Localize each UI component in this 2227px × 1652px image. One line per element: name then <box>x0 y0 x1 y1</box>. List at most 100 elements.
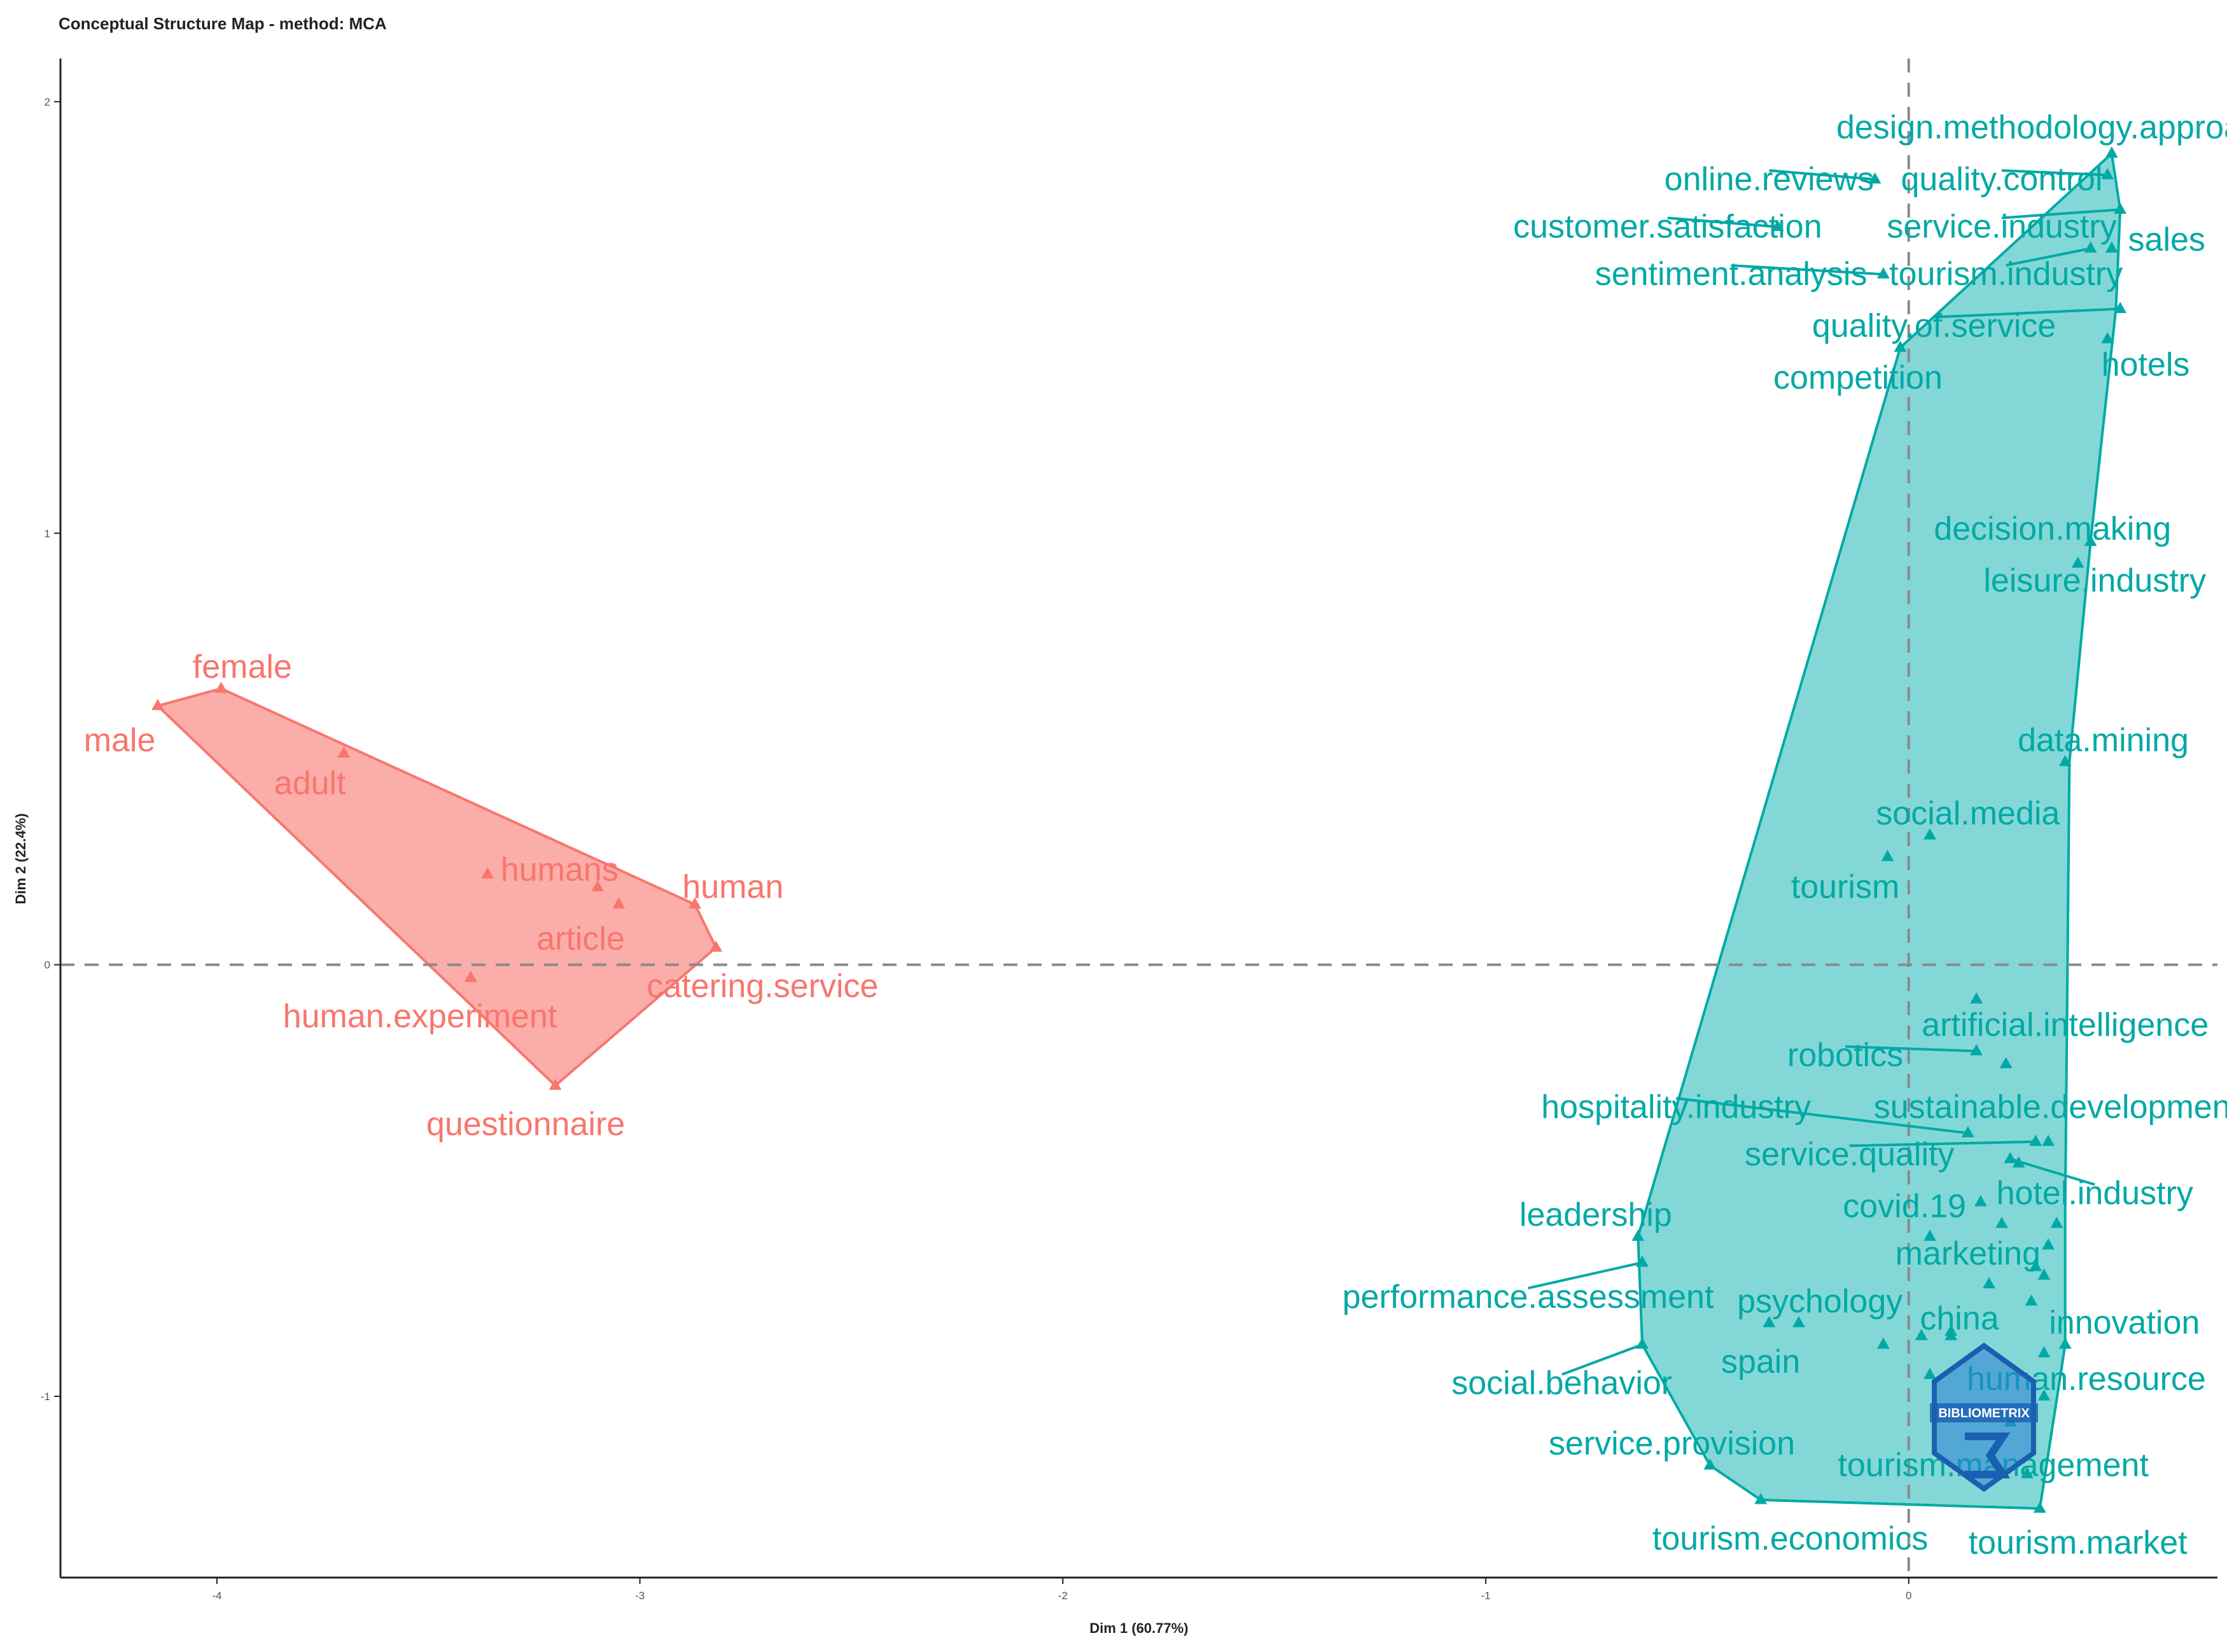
point-marker <box>2084 534 2097 546</box>
point-marker <box>1894 340 1907 352</box>
point-marker <box>1876 267 1890 279</box>
point-marker <box>214 681 228 693</box>
point-label: tourism.industry <box>1889 256 2123 293</box>
y-axis-title: Dim 2 (22.4%) <box>13 813 29 904</box>
point-label: sales <box>2128 221 2205 258</box>
point-marker <box>688 897 701 909</box>
logo-text: BIBLIOMETRIX <box>1938 1406 2030 1420</box>
bibliometrix-logo: BIBLIOMETRIX <box>1930 1342 2038 1492</box>
point-marker <box>2037 1389 2051 1401</box>
x-tick-label: -4 <box>212 1590 221 1602</box>
point-label: china <box>1920 1300 1999 1337</box>
point-label: marketing <box>1895 1235 2041 1272</box>
point-label: spain <box>1721 1343 1800 1380</box>
point-label: competition <box>1773 359 1943 396</box>
x-tick-label: -2 <box>1058 1590 1068 1602</box>
point-label: service.quality <box>1745 1136 1954 1173</box>
point-marker <box>1868 172 1881 184</box>
point-marker <box>337 746 351 758</box>
point-marker <box>2020 1467 2034 1478</box>
point-label: sentiment.analysis <box>1595 256 1867 293</box>
leader-line <box>1561 1343 1643 1376</box>
leader-line <box>1528 1261 1643 1289</box>
cluster-1-hull <box>156 687 718 1087</box>
point-label: article <box>536 920 625 957</box>
leader-line <box>2006 247 2091 267</box>
point-marker <box>1792 1315 1805 1328</box>
point-marker <box>591 880 604 892</box>
point-marker <box>1771 219 1784 232</box>
point-label: leisure.industry <box>1983 562 2206 599</box>
point-marker <box>1763 1315 1776 1328</box>
point-marker <box>1995 1216 2008 1228</box>
point-marker <box>2071 556 2084 568</box>
point-marker <box>464 971 477 982</box>
point-marker <box>1983 1277 1995 1289</box>
point-marker <box>1703 1458 1717 1470</box>
point-label: social.behavior <box>1451 1365 1672 1402</box>
chart-title: Conceptual Structure Map - method: MCA <box>59 14 387 33</box>
point-marker <box>2042 1238 2055 1250</box>
point-label: catering.service <box>646 968 878 1005</box>
point-marker <box>1999 1057 2013 1069</box>
point-marker <box>151 698 164 711</box>
point-marker <box>2105 241 2118 253</box>
point-marker <box>2037 1346 2051 1357</box>
point-label: hospitality.industry <box>1541 1089 1811 1126</box>
point-label: leadership <box>1519 1197 1672 1233</box>
point-label: covid.19 <box>1843 1188 1966 1225</box>
point-marker <box>1970 1044 1983 1055</box>
leader-line <box>2001 169 2108 177</box>
point-marker <box>1754 1492 1768 1504</box>
point-label: decision.making <box>1934 510 2171 547</box>
point-marker <box>2029 1260 2042 1272</box>
point-label: questionnaire <box>426 1106 625 1143</box>
point-labels: female male adult humans article human caterin… <box>84 109 2227 1562</box>
point-label: design.methodology.approach <box>1836 109 2227 146</box>
point-label: robotics <box>1787 1037 1903 1074</box>
point-label: service.industry <box>1887 209 2116 246</box>
y-tick-label: 1 <box>45 527 50 539</box>
cluster-2-hull <box>1637 152 2122 1510</box>
point-label: artificial.intelligence <box>1922 1007 2209 1044</box>
point-marker <box>2050 1216 2063 1228</box>
point-label: female <box>193 649 292 686</box>
x-tick-label: -1 <box>1481 1590 1490 1602</box>
point-marker <box>1881 850 1894 861</box>
point-marker <box>1974 1195 1987 1207</box>
point-marker <box>2058 754 2072 767</box>
leader-line <box>1675 1097 1969 1135</box>
point-label: human.experiment <box>283 998 557 1035</box>
point-marker <box>612 897 625 909</box>
x-tick-label: 0 <box>1906 1590 1911 1602</box>
point-marker <box>2105 146 2118 158</box>
point-marker <box>2025 1294 2038 1306</box>
leader-line <box>1934 307 2121 319</box>
leader-line <box>2009 1158 2095 1186</box>
leader-line <box>1849 1140 2036 1148</box>
point-label: humans <box>501 851 618 888</box>
point-marker <box>2101 168 2114 179</box>
point-marker <box>1970 992 1983 1004</box>
point-marker <box>2033 1501 2046 1513</box>
point-label: performance.assessment <box>1343 1279 1714 1315</box>
point-label: hotels <box>2102 347 2190 384</box>
point-label: data.mining <box>2018 722 2189 759</box>
logo-banner <box>1930 1403 2038 1422</box>
point-label: adult <box>274 765 346 802</box>
point-marker <box>2037 1268 2051 1280</box>
point-marker <box>1915 1329 1928 1340</box>
point-label: social.media <box>1876 795 2060 832</box>
leader-line <box>1731 264 1883 276</box>
leader-line <box>1667 216 1778 228</box>
point-marker <box>2029 1134 2042 1146</box>
axes: -4 -3 -2 -1 0 -1 0 1 2 <box>41 59 2217 1602</box>
point-label: human <box>682 869 783 906</box>
point-marker <box>1876 1337 1890 1349</box>
point-label: quality.of.service <box>1812 308 2056 345</box>
point-marker <box>1961 1126 1974 1137</box>
logo-mark <box>1965 1433 2011 1478</box>
y-tick-label: 2 <box>45 96 50 108</box>
leader-line <box>1845 1045 1977 1053</box>
point-marker <box>1631 1230 1645 1241</box>
